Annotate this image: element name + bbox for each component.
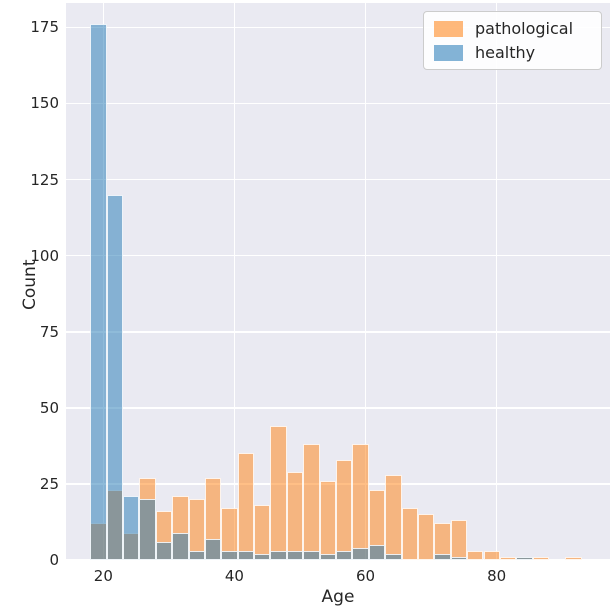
healthy-bar: [139, 499, 156, 560]
healthy-bar: [204, 538, 222, 560]
x-tick-label: 40: [224, 567, 244, 585]
pathological-bar: [565, 556, 582, 560]
y-gridline: [66, 178, 610, 181]
healthy-bar: [90, 24, 107, 560]
healthy-bar: [106, 194, 123, 560]
pathological-bar: [319, 480, 337, 560]
healthy-bar: [172, 532, 189, 560]
healthy-bar: [155, 541, 173, 560]
x-tick-label: 80: [487, 567, 507, 585]
y-tick-label: 175: [30, 18, 59, 37]
legend-label: pathological: [475, 19, 574, 38]
pathological-bar: [270, 426, 287, 560]
y-gridline: [66, 330, 610, 333]
healthy-bar: [319, 553, 337, 560]
legend: pathological healthy: [423, 11, 602, 70]
y-gridline: [66, 559, 610, 561]
y-axis-label: Count: [20, 259, 40, 310]
pathological-bar: [467, 550, 484, 560]
healthy-bar: [516, 556, 533, 560]
pathological-bar: [483, 550, 500, 560]
y-gridline: [66, 407, 610, 409]
y-gridline: [66, 26, 610, 29]
y-tick-label: 25: [39, 474, 59, 493]
healthy-swatch-icon: [434, 44, 463, 61]
y-tick-label: 0: [49, 551, 59, 569]
healthy-bar: [450, 556, 468, 560]
legend-item-healthy: healthy: [434, 43, 601, 62]
pathological-swatch-icon: [434, 20, 463, 37]
y-tick-label: 75: [39, 322, 59, 341]
legend-item-pathological: pathological: [434, 19, 601, 38]
healthy-bar: [254, 553, 271, 560]
pathological-bar: [286, 471, 304, 560]
pathological-bar: [417, 514, 435, 560]
healthy-bar: [286, 550, 304, 560]
pathological-bar: [352, 444, 369, 560]
y-gridline: [66, 102, 610, 105]
pathological-bar: [336, 459, 353, 560]
healthy-bar: [385, 553, 402, 560]
healthy-bar: [123, 496, 140, 560]
healthy-bar: [368, 544, 386, 560]
healthy-bar: [303, 550, 320, 560]
pathological-bar: [385, 474, 402, 560]
healthy-bar: [352, 547, 369, 560]
pathological-bar: [254, 505, 271, 560]
x-gridline: [233, 3, 236, 560]
healthy-bar: [237, 550, 255, 560]
y-tick-label: 50: [39, 398, 59, 417]
healthy-bar: [434, 553, 451, 560]
x-gridline: [364, 3, 367, 560]
y-gridline: [66, 254, 610, 257]
healthy-bar: [270, 550, 287, 560]
legend-label: healthy: [475, 43, 536, 62]
healthy-bar: [336, 550, 353, 560]
x-tick-label: 20: [93, 567, 113, 585]
y-tick-label: 150: [30, 94, 59, 113]
healthy-bar: [221, 550, 238, 560]
y-tick-label: 125: [30, 170, 59, 189]
pathological-bar: [401, 508, 418, 560]
healthy-bar: [188, 550, 205, 560]
pathological-bar: [450, 520, 468, 560]
x-tick-label: 60: [355, 567, 376, 585]
x-axis-label: Age: [321, 587, 355, 607]
y-tick-label: 100: [30, 246, 59, 265]
x-gridline: [495, 3, 498, 560]
pathological-bar: [532, 556, 550, 560]
pathological-bar: [303, 444, 320, 560]
pathological-bar: [499, 556, 517, 560]
pathological-bar: [237, 453, 255, 560]
